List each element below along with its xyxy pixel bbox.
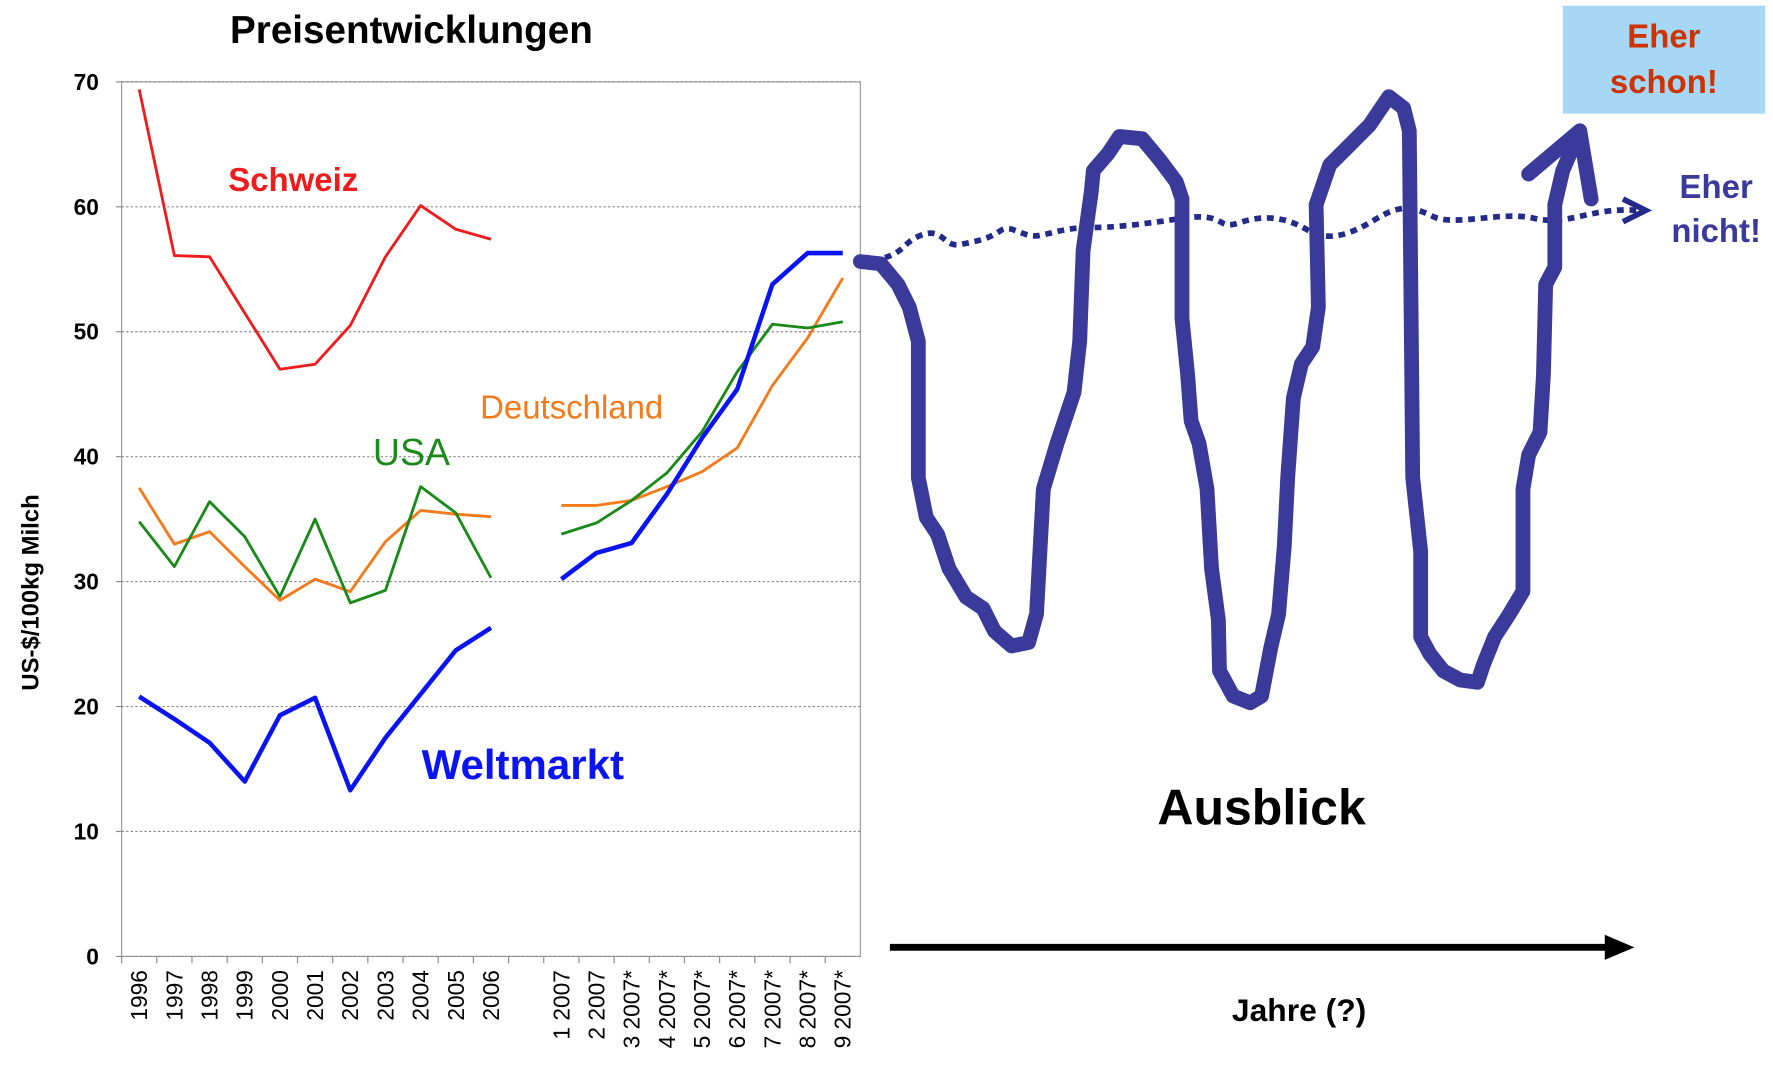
x-tick-label: 7 2007*	[759, 970, 785, 1049]
y-tick-label: 60	[74, 194, 99, 220]
x-tick-label: 1 2007	[548, 970, 574, 1040]
annotation-text: Eher	[1627, 18, 1700, 55]
x-tick-label: 1996	[126, 970, 152, 1021]
y-tick-label: 70	[74, 69, 99, 95]
x-tick-label: 2004	[408, 970, 434, 1021]
annotation-box	[1562, 5, 1766, 114]
flat-arrowhead	[1621, 196, 1653, 225]
x-tick-label: 2006	[478, 970, 504, 1021]
series-line	[137, 277, 844, 602]
volatile-arrowhead	[1521, 123, 1599, 207]
x-tick-label: 2002	[337, 970, 363, 1021]
x-tick-label: 5 2007*	[689, 970, 715, 1049]
x-tick-label: 9 2007*	[830, 970, 856, 1049]
x-tick-label: 2000	[267, 970, 293, 1021]
x-tick-label: 2 2007	[583, 970, 609, 1040]
y-tick-label: 0	[86, 943, 99, 969]
y-tick-label: 30	[74, 569, 99, 595]
x-tick-label: 2005	[443, 970, 469, 1021]
series-label: USA	[373, 431, 450, 473]
outlook-axis-label: Jahre (?)	[1232, 992, 1366, 1028]
series-line	[137, 89, 492, 371]
series-label: Schweiz	[228, 161, 358, 198]
time-arrowhead	[1604, 934, 1635, 960]
annotation-text: nicht!	[1671, 212, 1761, 249]
x-tick-label: 8 2007*	[795, 970, 821, 1049]
annotation-text: schon!	[1610, 63, 1718, 100]
y-tick-label: 50	[74, 319, 99, 345]
x-tick-label: 3 2007*	[619, 970, 645, 1049]
x-tick-label: 4 2007*	[654, 970, 680, 1049]
outlook-title: Ausblick	[1157, 779, 1366, 835]
series-label: Deutschland	[480, 388, 663, 425]
y-tick-label: 20	[74, 694, 99, 720]
y-tick-label: 40	[74, 444, 99, 470]
series-line	[137, 250, 843, 793]
series-label: Weltmarkt	[422, 741, 624, 788]
volatile-path	[852, 89, 1585, 711]
x-tick-label: 1998	[197, 970, 223, 1021]
x-tick-label: 2001	[302, 970, 328, 1021]
series-line	[138, 320, 844, 605]
x-tick-label: 6 2007*	[724, 970, 750, 1049]
annotation-text: Eher	[1680, 168, 1753, 205]
y-tick-label: 10	[74, 818, 99, 844]
x-tick-label: 2003	[372, 970, 398, 1021]
flat-path	[859, 205, 1637, 266]
x-tick-label: 1999	[232, 970, 258, 1021]
chart-title: Preisentwicklungen	[230, 9, 593, 52]
x-tick-label: 1997	[161, 970, 187, 1021]
y-axis-label: US-$/100kg Milch	[18, 494, 45, 690]
plot-frame	[121, 81, 861, 957]
